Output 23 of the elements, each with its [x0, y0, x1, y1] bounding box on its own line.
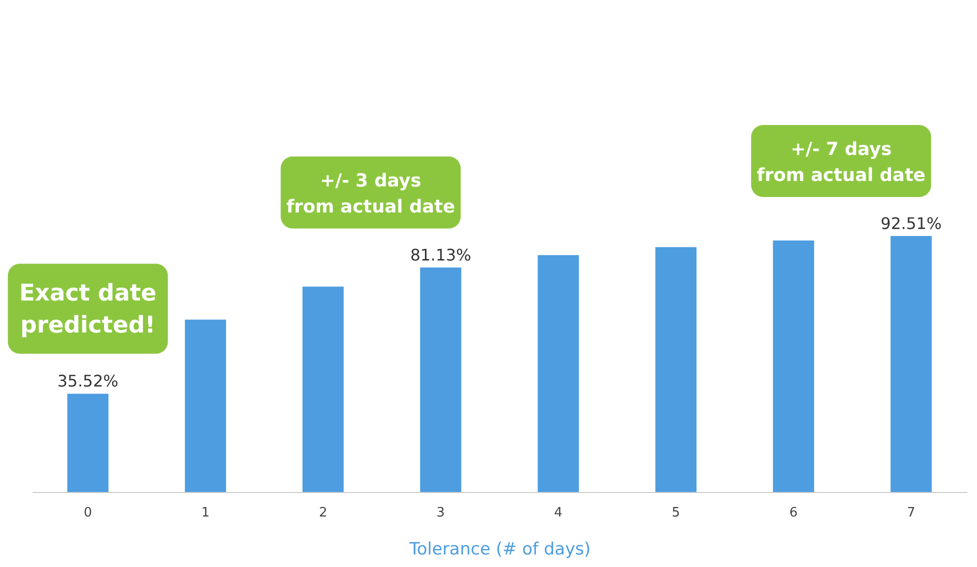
x-tick-label: 5 — [672, 506, 680, 520]
x-tick-label: 0 — [84, 506, 92, 520]
bar — [538, 255, 579, 492]
x-tick-label: 3 — [436, 506, 445, 520]
bar — [772, 240, 814, 492]
annotation: +/- 7 days from actual date — [756, 139, 926, 186]
bar — [302, 286, 344, 492]
x-tick-label: 1 — [201, 506, 210, 520]
x-tick-label: 7 — [906, 506, 916, 520]
data-label: 35.52% — [57, 372, 118, 391]
x-tick-label: 6 — [789, 506, 798, 520]
bar — [184, 320, 226, 492]
bar — [67, 394, 108, 492]
data-label: 92.51% — [880, 214, 942, 233]
data-label: 81.13% — [410, 245, 472, 264]
x-tick-label: 4 — [554, 506, 562, 520]
x-tick-label: 2 — [318, 506, 328, 520]
annotation: +/- 3 days from actual date — [286, 170, 456, 218]
annotation: Exact date predicted! — [19, 280, 157, 339]
bar — [420, 267, 462, 492]
bar — [655, 247, 696, 492]
bar — [890, 236, 932, 492]
x-axis-title: Tolerance (# of days) — [408, 540, 591, 560]
